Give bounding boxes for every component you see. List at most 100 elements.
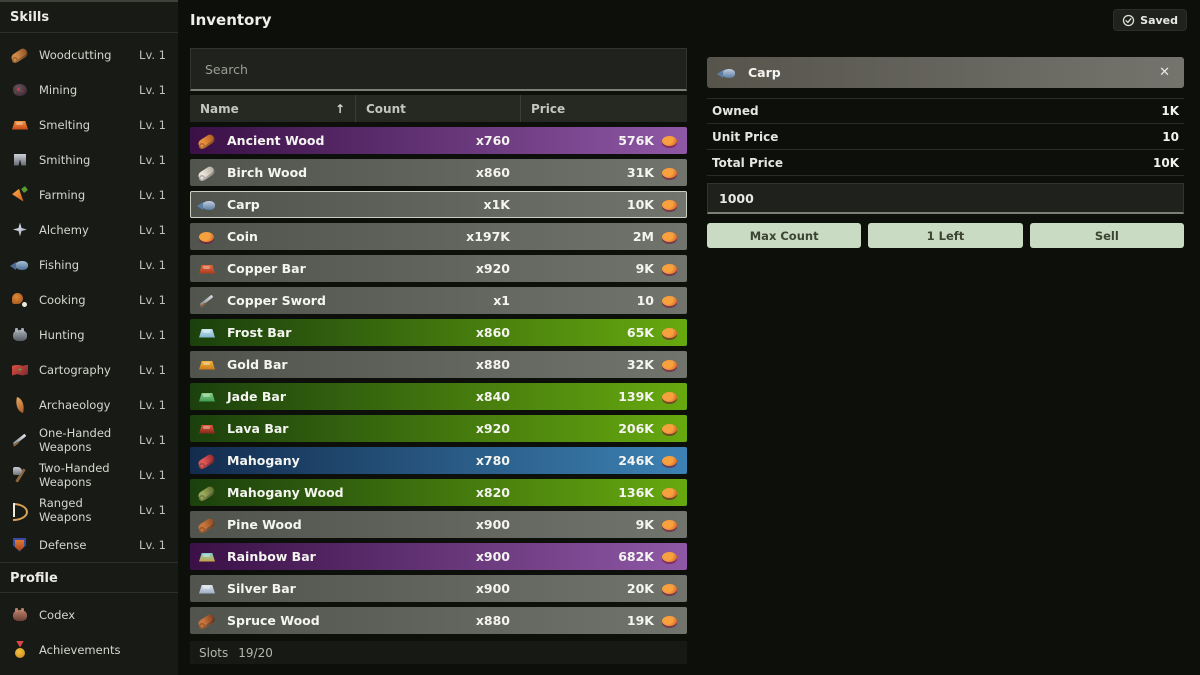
coin-icon [660, 195, 680, 215]
smelting-icon [10, 115, 30, 135]
inventory-row-pine-wood[interactable]: Pine Wood x900 9K [190, 511, 687, 538]
sidebar-item-hunting[interactable]: Hunting Lv. 1 [0, 317, 178, 352]
inventory-row-copper-sword[interactable]: Copper Sword x1 10 [190, 287, 687, 314]
inventory-row-jade-bar[interactable]: Jade Bar x840 139K [190, 383, 687, 410]
item-price: 682K [618, 549, 654, 564]
search-input[interactable] [190, 48, 687, 91]
skill-label: One-Handed Weapons [39, 425, 112, 454]
coin-icon [660, 451, 680, 471]
inventory-row-ancient-wood[interactable]: Ancient Wood x760 576K [190, 127, 687, 154]
column-header-count[interactable]: Count [355, 95, 520, 122]
coin-icon [660, 163, 680, 183]
one-left-button[interactable]: 1 Left [868, 223, 1023, 248]
woodcutting-icon [10, 45, 30, 65]
sidebar-item-alchemy[interactable]: Alchemy Lv. 1 [0, 212, 178, 247]
item-name-cell: Lava Bar [190, 419, 355, 439]
item-price: 206K [618, 421, 654, 436]
inventory-row-birch-wood[interactable]: Birch Wood x860 31K [190, 159, 687, 186]
inventory-row-silver-bar[interactable]: Silver Bar x900 20K [190, 575, 687, 602]
inventory-row-coin[interactable]: Coin x197K 2M [190, 223, 687, 250]
item-count: x860 [475, 325, 510, 340]
item-name-cell: Spruce Wood [190, 611, 355, 631]
sidebar-item-fishing[interactable]: Fishing Lv. 1 [0, 247, 178, 282]
inventory-row-frost-bar[interactable]: Frost Bar x860 65K [190, 319, 687, 346]
item-name-cell: Jade Bar [190, 387, 355, 407]
skills-list: Woodcutting Lv. 1 Mining Lv. 1 Smelting Lv. 1… [0, 33, 178, 562]
item-count: x880 [475, 357, 510, 372]
item-info-list: Owned 1K Unit Price 10 Total Price 10K [707, 98, 1184, 176]
item-count: x820 [475, 485, 510, 500]
sell-button[interactable]: Sell [1029, 223, 1184, 248]
page-title: Inventory [190, 11, 272, 29]
item-price-cell: 20K [520, 579, 687, 599]
inventory-row-mahogany-wood[interactable]: Mahogany Wood x820 136K [190, 479, 687, 506]
copper-sword-icon [197, 291, 217, 311]
item-name-cell: Silver Bar [190, 579, 355, 599]
mining-icon [10, 80, 30, 100]
sidebar-item-defense[interactable]: Defense Lv. 1 [0, 527, 178, 562]
skill-label: Smelting [39, 117, 91, 132]
inventory-row-mahogany[interactable]: Mahogany x780 246K [190, 447, 687, 474]
sidebar-item-cooking[interactable]: Cooking Lv. 1 [0, 282, 178, 317]
item-price: 65K [626, 325, 654, 340]
column-count-label: Count [366, 101, 406, 116]
amount-input[interactable] [707, 183, 1184, 214]
sidebar-item-smelting[interactable]: Smelting Lv. 1 [0, 107, 178, 142]
skill-level: Lv. 1 [139, 362, 166, 377]
carp-icon [717, 63, 737, 83]
inventory-row-lava-bar[interactable]: Lava Bar x920 206K [190, 415, 687, 442]
carp-icon [197, 195, 217, 215]
copper-bar-icon [197, 259, 217, 279]
hunting-icon [10, 325, 30, 345]
item-price-cell: 9K [520, 515, 687, 535]
sidebar-item-codex[interactable]: Codex [0, 597, 178, 632]
slots-label: Slots [199, 645, 229, 660]
item-name: Pine Wood [227, 517, 302, 532]
sidebar-item-achievements[interactable]: Achievements [0, 632, 178, 667]
check-circle-icon [1122, 14, 1135, 26]
sidebar-item-two-handed-weapons[interactable]: Two-Handed Weapons Lv. 1 [0, 457, 178, 492]
item-price-cell: 32K [520, 355, 687, 375]
item-price-cell: 136K [520, 483, 687, 503]
selected-item-name: Carp [748, 65, 781, 80]
item-price: 31K [626, 165, 654, 180]
coin-icon [660, 387, 680, 407]
inventory-row-carp[interactable]: Carp x1K 10K [190, 191, 687, 218]
coin-icon [660, 611, 680, 631]
skill-label: Mining [39, 82, 78, 97]
item-name-cell: Copper Bar [190, 259, 355, 279]
ranged-weapons-icon [10, 500, 30, 521]
max-count-button[interactable]: Max Count [707, 223, 862, 248]
sidebar-item-farming[interactable]: Farming Lv. 1 [0, 177, 178, 212]
item-name: Mahogany Wood [227, 485, 344, 500]
sidebar-item-woodcutting[interactable]: Woodcutting Lv. 1 [0, 37, 178, 72]
silver-bar-icon [197, 579, 217, 599]
inventory-row-rainbow-bar[interactable]: Rainbow Bar x900 682K [190, 543, 687, 570]
item-name: Silver Bar [227, 581, 296, 596]
skill-level: Lv. 1 [139, 537, 166, 552]
column-header-name[interactable]: Name ↑ [190, 95, 355, 122]
inventory-row-gold-bar[interactable]: Gold Bar x880 32K [190, 351, 687, 378]
inventory-row-spruce-wood[interactable]: Spruce Wood x880 19K [190, 607, 687, 634]
skill-level: Lv. 1 [139, 117, 166, 132]
item-count: x900 [475, 549, 510, 564]
coin-icon [660, 355, 680, 375]
sidebar-item-item[interactable] [0, 667, 178, 675]
column-header-price[interactable]: Price [520, 95, 687, 122]
skill-label: Cartography [39, 362, 111, 377]
sidebar-item-one-handed-weapons[interactable]: One-Handed Weapons Lv. 1 [0, 422, 178, 457]
skill-level: Lv. 1 [139, 82, 166, 97]
inventory-row-copper-bar[interactable]: Copper Bar x920 9K [190, 255, 687, 282]
item-price: 10 [636, 293, 654, 308]
sidebar-item-ranged-weapons[interactable]: Ranged Weapons Lv. 1 [0, 492, 178, 527]
slots-footer: Slots 19/20 [190, 641, 687, 664]
sidebar-item-mining[interactable]: Mining Lv. 1 [0, 72, 178, 107]
sidebar-item-smithing[interactable]: Smithing Lv. 1 [0, 142, 178, 177]
item-price-cell: 10 [520, 291, 687, 311]
sidebar-item-cartography[interactable]: Cartography Lv. 1 [0, 352, 178, 387]
close-icon[interactable]: ✕ [1155, 63, 1174, 82]
item-price-cell: 576K [520, 131, 687, 151]
sidebar-item-archaeology[interactable]: Archaeology Lv. 1 [0, 387, 178, 422]
one-handed-weapons-icon [10, 430, 30, 450]
item-detail-panel: Carp ✕ Owned 1K Unit Price 10 Total Pric… [707, 57, 1184, 248]
